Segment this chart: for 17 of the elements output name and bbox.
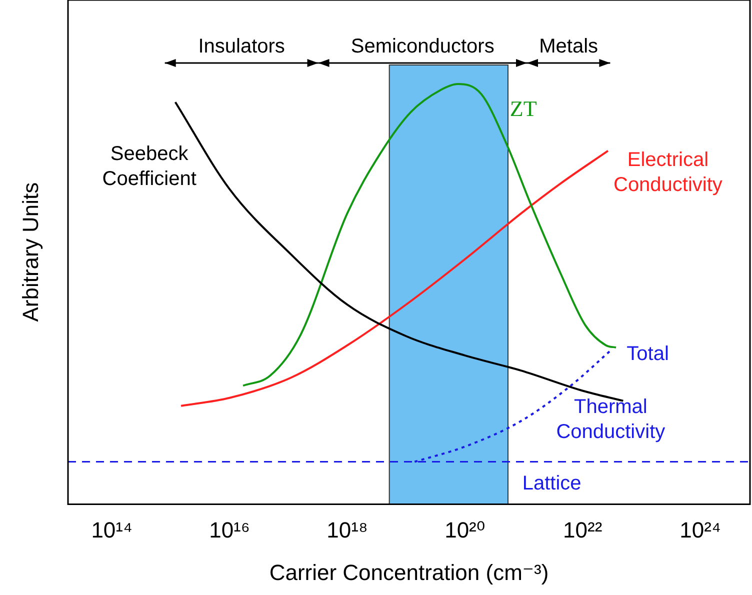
x-tick-label: 10²⁴: [680, 517, 721, 542]
ref-line-label: Lattice: [522, 472, 582, 494]
series-label: Seebeck Coefficient: [102, 143, 197, 190]
text: Semiconductors: [350, 36, 494, 58]
x-tick-label: 10¹⁶: [209, 517, 250, 542]
x-tick-label: 10²⁰: [444, 517, 486, 542]
x-tick-label: 10¹⁴: [91, 517, 132, 542]
text: Insulators: [198, 36, 285, 58]
y-axis-title: Arbitrary Units: [18, 182, 44, 322]
text: Metals: [539, 36, 598, 58]
x-tick-label: 10²²: [563, 517, 602, 542]
annotation: Thermal Conductivity: [556, 396, 666, 444]
series-label: Total: [626, 342, 669, 365]
series-label: Electrical Conductivity: [613, 148, 722, 196]
series-label: ZT: [510, 96, 538, 121]
x-axis-title: Carrier Concentration (cm⁻³): [269, 560, 549, 585]
x-tick-label: 10¹⁸: [326, 517, 368, 542]
